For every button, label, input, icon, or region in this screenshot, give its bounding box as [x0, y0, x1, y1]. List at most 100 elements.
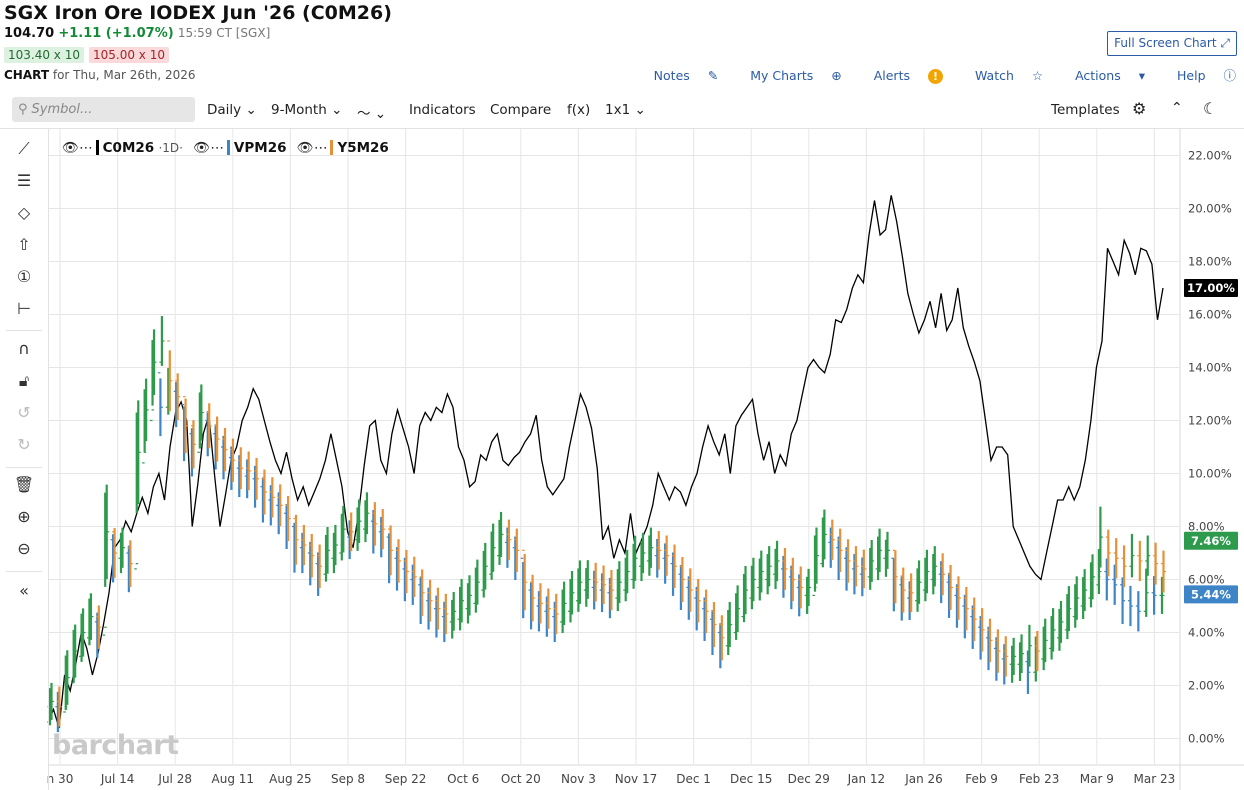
- dark-mode-moon-icon[interactable]: ☾: [1203, 99, 1218, 118]
- sidebar-divider: [6, 467, 42, 468]
- symbol-title: SGX Iron Ore IODEX Jun '26 (C0M26): [4, 2, 392, 24]
- x-tick-label: Dec 1: [676, 772, 711, 786]
- watch-link[interactable]: Watch ☆: [961, 68, 1043, 83]
- x-tick-label: Nov 17: [615, 772, 658, 786]
- last-value-label: 5.44%: [1191, 587, 1231, 601]
- x-tick-label: Sep 8: [331, 772, 365, 786]
- expand-icon: ⤢: [1220, 36, 1230, 50]
- x-tick-label: Dec 15: [730, 772, 772, 786]
- layout-label: 1x1: [605, 102, 631, 118]
- y-tick-label: 14.00%: [1188, 361, 1232, 375]
- y-tick-label: 8.00%: [1188, 520, 1225, 534]
- compare-button[interactable]: Compare: [490, 102, 552, 118]
- bid-ask: 103.40 x 10 105.00 x 10: [4, 47, 392, 64]
- range-label: 9-Month: [271, 102, 327, 118]
- x-tick-label: Sep 22: [385, 772, 427, 786]
- search-icon: ⚲: [18, 102, 28, 117]
- alerts-link[interactable]: Alerts !: [860, 68, 943, 84]
- x-tick-label: Oct 6: [447, 772, 479, 786]
- search-input[interactable]: Symbol...: [31, 102, 93, 117]
- interval-select[interactable]: Daily ⌄: [207, 102, 257, 118]
- y-tick-label: 0.00%: [1188, 732, 1225, 746]
- edit-icon: ✎: [707, 68, 719, 83]
- annotation-tool-icon[interactable]: ①: [16, 267, 32, 286]
- collapse-up-icon[interactable]: ⌃: [1171, 100, 1183, 116]
- last-value-badge: [1184, 279, 1238, 297]
- last-value-badge: [1184, 585, 1238, 604]
- help-link[interactable]: Help ⓘ: [1163, 68, 1236, 83]
- drawing-tools-sidebar: ⟋ ☰ ◇ ⇧ ① ⊢ ∩ 🔓︎ ↺ ↻ 🗑︎ ⊕ ⊖ «: [0, 129, 49, 790]
- y-tick-label: 16.00%: [1188, 308, 1232, 322]
- quote-timestamp: 15:59 CT [SGX]: [177, 26, 271, 40]
- chart-label: CHART: [4, 68, 50, 82]
- chevron-down-icon: ⌄: [634, 102, 646, 118]
- bid-badge: 103.40 x 10: [4, 47, 84, 63]
- chart-date: for Thu, Mar 26th, 2026: [52, 68, 196, 82]
- caret-down-icon: ▾: [1138, 68, 1146, 83]
- y-tick-label: 12.00%: [1188, 414, 1232, 428]
- layout-select[interactable]: 1x1 ⌄: [605, 102, 646, 118]
- magnet-icon[interactable]: ∩: [18, 339, 30, 358]
- settings-gear-icon[interactable]: ⚙: [1132, 99, 1147, 118]
- notes-label: Notes: [653, 68, 690, 83]
- x-tick-label: n 30: [47, 772, 74, 786]
- lock-icon[interactable]: 🔓︎: [18, 371, 30, 390]
- interval-label: Daily: [207, 102, 242, 118]
- indicators-button[interactable]: Indicators: [409, 102, 476, 118]
- x-tick-label: Mar 23: [1134, 772, 1176, 786]
- fib-tool-icon[interactable]: ☰: [16, 171, 32, 190]
- x-tick-label: Aug 25: [269, 772, 312, 786]
- trash-icon[interactable]: 🗑︎: [13, 475, 35, 494]
- x-tick-label: Nov 3: [561, 772, 596, 786]
- barchart-logo: barchart: [52, 730, 179, 761]
- alerts-label: Alerts: [873, 68, 910, 83]
- y-tick-label: 10.00%: [1188, 467, 1232, 481]
- templates-button[interactable]: Templates: [1051, 102, 1120, 118]
- last-value-label: 17.00%: [1187, 281, 1235, 295]
- full-screen-chart-button[interactable]: Full Screen Chart ⤢: [1107, 31, 1237, 56]
- legend-label: Y5M26: [337, 140, 389, 156]
- y-tick-label: 20.00%: [1188, 202, 1232, 216]
- legend-item-vpm26[interactable]: 👁︎⋯ VPM26: [193, 140, 287, 156]
- legend-item-y5m26[interactable]: 👁︎⋯ Y5M26: [296, 140, 389, 156]
- shape-tool-icon[interactable]: ◇: [17, 203, 31, 222]
- legend-label: VPM26: [233, 140, 287, 156]
- legend-swatch: [330, 140, 334, 155]
- x-tick-label: Jan 12: [847, 772, 886, 786]
- my-charts-label: My Charts: [750, 68, 814, 83]
- legend-item-c0m26[interactable]: 👁︎⋯ C0M26 ·1D·: [62, 140, 183, 156]
- undo-icon[interactable]: ↺: [17, 403, 31, 422]
- star-icon: ☆: [1031, 68, 1044, 83]
- function-button[interactable]: f(x): [567, 102, 591, 118]
- eye-icon[interactable]: 👁︎: [62, 140, 80, 156]
- price-change: +1.11 (+1.07%): [58, 26, 174, 41]
- chart-toolbar: ⚲ Symbol... Daily ⌄ 9-Month ⌄ 〜 ⌄ Indicat…: [0, 94, 1244, 129]
- x-tick-label: Oct 20: [501, 772, 541, 786]
- y-tick-label: 2.00%: [1188, 679, 1225, 693]
- actions-menu[interactable]: Actions ▾: [1061, 68, 1145, 83]
- zoom-in-icon[interactable]: ⊕: [17, 507, 31, 526]
- redo-icon[interactable]: ↻: [17, 435, 31, 454]
- eye-icon[interactable]: 👁︎: [193, 140, 211, 156]
- x-tick-label: Aug 11: [212, 772, 255, 786]
- zoom-out-icon[interactable]: ⊖: [17, 539, 31, 558]
- y-tick-label: 6.00%: [1188, 573, 1225, 587]
- arrow-tool-icon[interactable]: ⇧: [17, 235, 31, 254]
- line-tool-icon[interactable]: ⟋: [18, 139, 30, 158]
- notes-link[interactable]: Notes ✎: [640, 68, 719, 83]
- eye-icon[interactable]: 👁︎: [296, 140, 314, 156]
- full-screen-label: Full Screen Chart: [1114, 36, 1217, 50]
- y-tick-label: 4.00%: [1188, 626, 1225, 640]
- chart-type-select[interactable]: 〜 ⌄: [357, 102, 386, 122]
- x-tick-label: Dec 29: [788, 772, 830, 786]
- symbol-search[interactable]: ⚲ Symbol...: [12, 97, 195, 122]
- chevron-down-icon: ⌄: [245, 102, 257, 118]
- x-tick-label: Jul 14: [100, 772, 135, 786]
- my-charts-link[interactable]: My Charts ⊕: [736, 68, 842, 83]
- collapse-sidebar-icon[interactable]: «: [19, 581, 29, 600]
- measure-tool-icon[interactable]: ⊢: [17, 299, 31, 318]
- range-select[interactable]: 9-Month ⌄: [271, 102, 342, 118]
- x-tick-label: Feb 23: [1019, 772, 1059, 786]
- help-icon: ⓘ: [1223, 68, 1236, 83]
